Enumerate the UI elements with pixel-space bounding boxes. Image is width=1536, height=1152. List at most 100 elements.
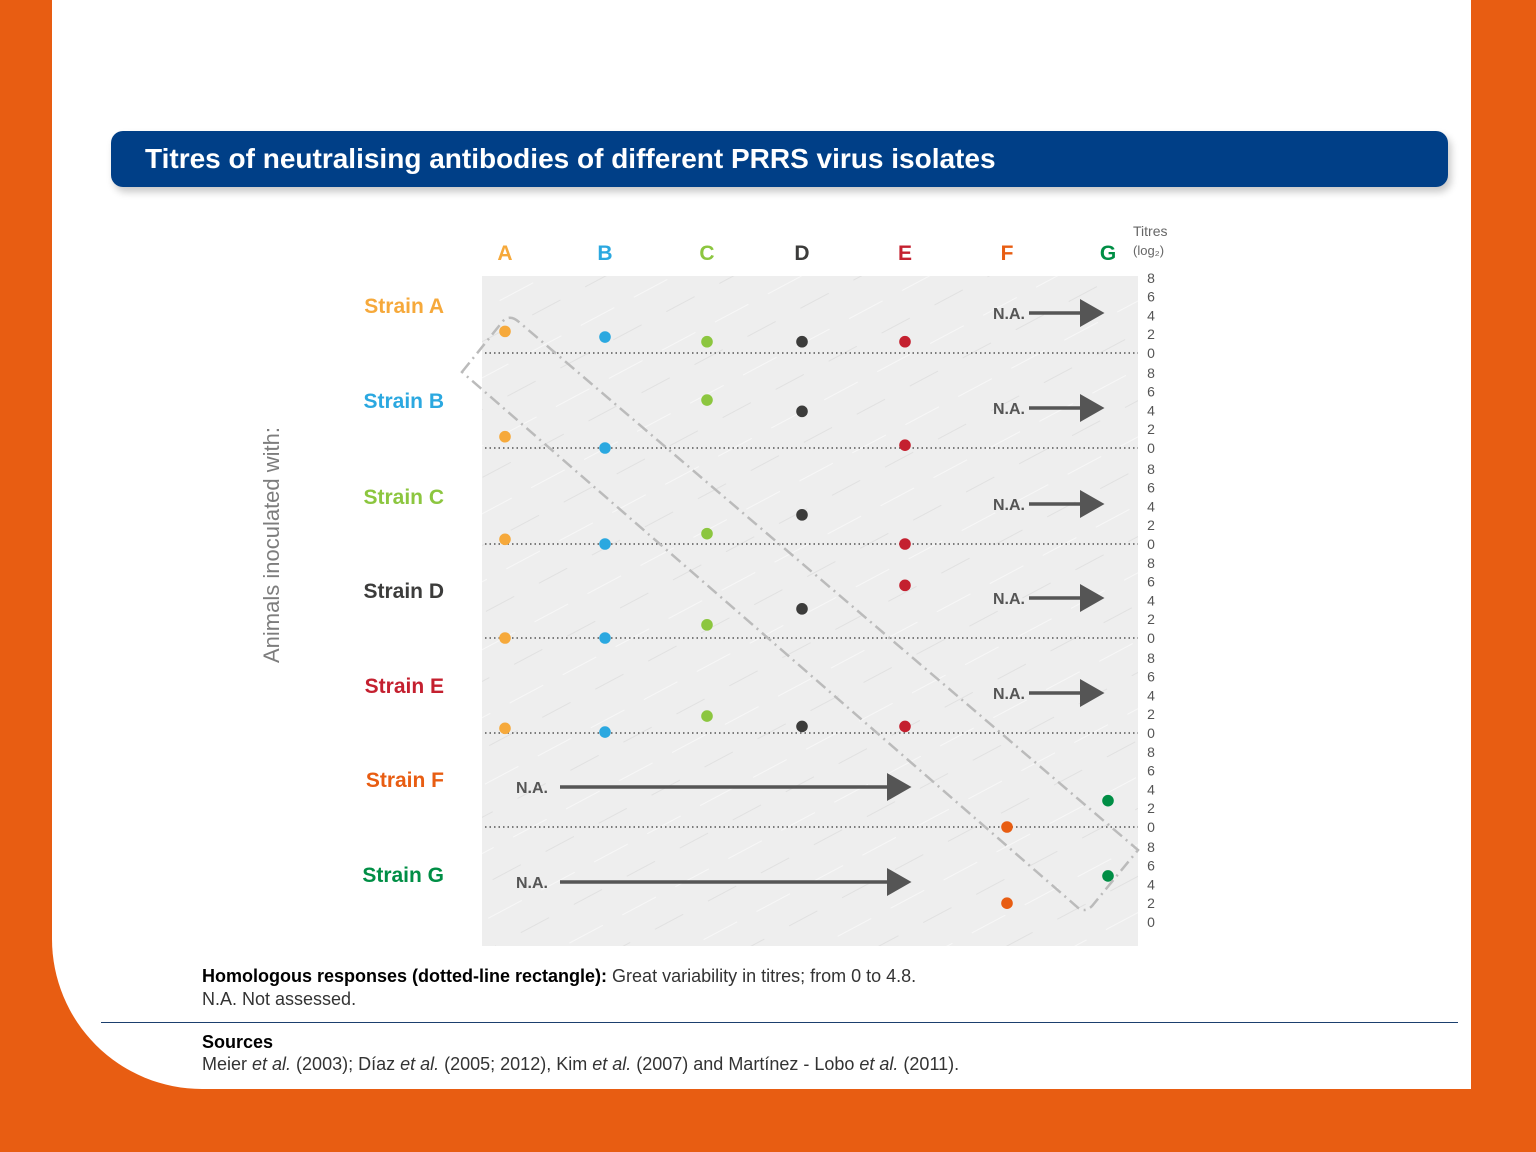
point-e-a	[499, 722, 511, 735]
na-label: N.A.	[993, 591, 1025, 608]
row-label-e: Strain E	[365, 675, 444, 698]
titre-header: Titres	[1133, 223, 1167, 239]
point-b-c	[701, 394, 713, 406]
sources-part: et al.	[859, 1054, 899, 1074]
point-b-d	[796, 405, 808, 418]
sources: Sources Meier et al. (2003); Díaz et al.…	[202, 1031, 959, 1075]
tick-label: 6	[1147, 384, 1155, 400]
point-d-c	[701, 619, 713, 631]
point-e-c	[701, 710, 713, 722]
tick-label: 6	[1147, 669, 1155, 685]
tick-label: 6	[1147, 763, 1155, 779]
column-header-a: A	[497, 242, 512, 265]
tick-label: 8	[1147, 461, 1155, 477]
row-label-f: Strain F	[366, 769, 444, 792]
sources-part: (2007) and Martínez - Lobo	[631, 1054, 860, 1074]
point-b-a	[499, 430, 511, 443]
footnote: Homologous responses (dotted-line rectan…	[202, 965, 916, 1011]
tick-label: 6	[1147, 574, 1155, 590]
tick-label: 8	[1147, 555, 1155, 571]
point-b-e	[899, 439, 911, 451]
row-label-c: Strain C	[363, 486, 444, 509]
point-f-g	[1102, 794, 1114, 807]
tick-label: 2	[1147, 895, 1155, 911]
na-label: N.A.	[516, 780, 548, 797]
point-e-b	[599, 726, 611, 738]
sources-part: (2005; 2012), Kim	[439, 1054, 593, 1074]
point-d-a	[499, 632, 511, 644]
tick-label: 2	[1147, 326, 1155, 342]
tick-label: 0	[1147, 440, 1155, 456]
tick-label: 2	[1147, 517, 1155, 533]
tick-label: 2	[1147, 421, 1155, 437]
homologous-rectangle	[460, 316, 1140, 912]
plot-texture	[482, 276, 1138, 946]
sources-part: (2011).	[898, 1054, 960, 1074]
tick-label: 6	[1147, 480, 1155, 496]
row-label-b: Strain B	[363, 390, 444, 413]
footnote-text: Great variability in titres; from 0 to 4…	[607, 966, 917, 986]
point-c-e	[899, 538, 911, 550]
point-e-e	[899, 720, 911, 733]
row-label-a: Strain A	[364, 295, 444, 318]
titre-header-unit: (log₂)	[1133, 243, 1164, 258]
tick-label: 4	[1147, 402, 1155, 418]
tick-label: 8	[1147, 365, 1155, 381]
point-d-b	[599, 632, 611, 644]
column-header-d: D	[794, 242, 809, 265]
footnote-bold: Homologous responses (dotted-line rectan…	[202, 966, 608, 986]
point-c-a	[499, 533, 511, 546]
tick-label: 0	[1147, 725, 1155, 741]
title-bar: Titres of neutralising antibodies of dif…	[111, 131, 1448, 187]
column-header-c: C	[699, 242, 714, 265]
sources-heading: Sources	[202, 1032, 274, 1052]
point-a-b	[599, 331, 611, 343]
tick-label: 0	[1147, 914, 1155, 930]
tick-label: 4	[1147, 498, 1155, 514]
point-e-d	[796, 720, 808, 733]
tick-label: 8	[1147, 744, 1155, 760]
na-label: N.A.	[993, 497, 1025, 514]
row-label-g: Strain G	[362, 864, 444, 887]
tick-label: 0	[1147, 819, 1155, 835]
tick-label: 4	[1147, 876, 1155, 892]
column-header-g: G	[1100, 242, 1116, 265]
na-label: N.A.	[516, 875, 548, 892]
tick-label: 8	[1147, 270, 1155, 286]
tick-label: 8	[1147, 839, 1155, 855]
point-c-c	[701, 527, 713, 540]
tick-label: 2	[1147, 611, 1155, 627]
point-d-e	[899, 579, 911, 592]
tick-label: 4	[1147, 781, 1155, 797]
tick-label: 8	[1147, 650, 1155, 666]
column-header-b: B	[597, 242, 612, 265]
column-header-e: E	[898, 242, 912, 265]
point-a-e	[899, 335, 911, 348]
tick-label: 0	[1147, 630, 1155, 646]
point-g-f	[1001, 897, 1013, 909]
tick-label: 0	[1147, 345, 1155, 361]
point-c-d	[796, 509, 808, 521]
point-a-c	[701, 335, 713, 348]
tick-label: 4	[1147, 592, 1155, 608]
tick-label: 6	[1147, 858, 1155, 874]
row-label-d: Strain D	[363, 580, 444, 603]
tick-label: 4	[1147, 307, 1155, 323]
divider-line	[101, 1022, 1458, 1023]
sources-part: et al.	[592, 1054, 632, 1074]
tick-label: 0	[1147, 536, 1155, 552]
tick-label: 6	[1147, 289, 1155, 305]
na-label: N.A.	[993, 306, 1025, 323]
sources-part: et al.	[400, 1054, 440, 1074]
point-a-d	[796, 335, 808, 348]
tick-label: 4	[1147, 687, 1155, 703]
point-f-f	[1001, 821, 1013, 833]
point-g-g	[1102, 870, 1114, 882]
tick-label: 2	[1147, 706, 1155, 722]
column-header-f: F	[1001, 242, 1014, 265]
tick-label: 2	[1147, 800, 1155, 816]
sources-part: et al.	[252, 1054, 292, 1074]
sources-part: (2003); Díaz	[291, 1054, 401, 1074]
page-title: Titres of neutralising antibodies of dif…	[145, 143, 996, 174]
